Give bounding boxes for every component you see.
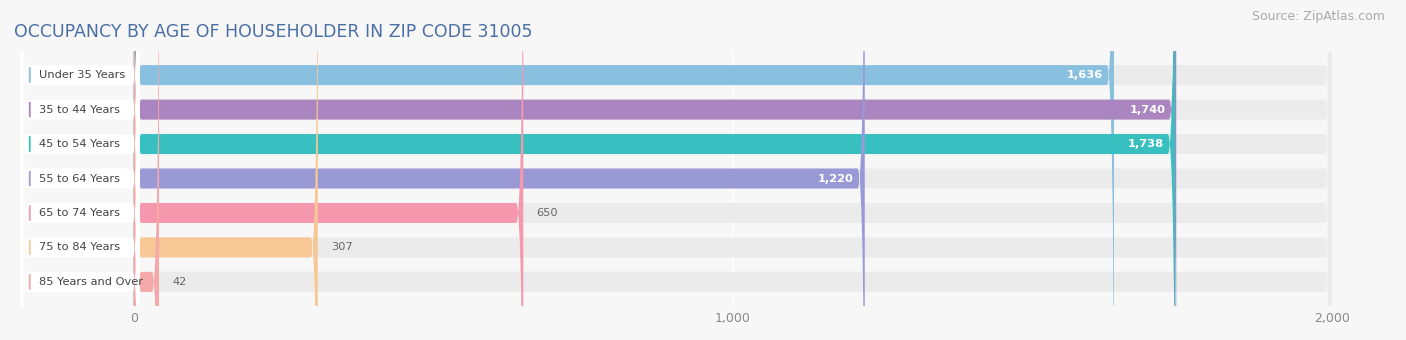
FancyBboxPatch shape — [20, 0, 139, 340]
Text: 55 to 64 Years: 55 to 64 Years — [39, 173, 121, 184]
FancyBboxPatch shape — [134, 0, 1177, 340]
FancyBboxPatch shape — [134, 0, 1331, 340]
Text: 307: 307 — [330, 242, 353, 252]
Text: 65 to 74 Years: 65 to 74 Years — [39, 208, 121, 218]
FancyBboxPatch shape — [134, 0, 1331, 340]
Text: 1,220: 1,220 — [818, 173, 853, 184]
FancyBboxPatch shape — [134, 0, 1331, 340]
FancyBboxPatch shape — [134, 0, 1114, 340]
Text: 85 Years and Over: 85 Years and Over — [39, 277, 143, 287]
FancyBboxPatch shape — [20, 0, 139, 340]
FancyBboxPatch shape — [134, 0, 318, 340]
Text: 650: 650 — [537, 208, 558, 218]
FancyBboxPatch shape — [20, 0, 139, 340]
Text: 35 to 44 Years: 35 to 44 Years — [39, 105, 121, 115]
Text: Source: ZipAtlas.com: Source: ZipAtlas.com — [1251, 10, 1385, 23]
FancyBboxPatch shape — [134, 0, 523, 340]
FancyBboxPatch shape — [20, 0, 139, 340]
FancyBboxPatch shape — [134, 0, 1331, 340]
FancyBboxPatch shape — [20, 0, 139, 340]
Text: Under 35 Years: Under 35 Years — [39, 70, 125, 80]
FancyBboxPatch shape — [134, 0, 1331, 340]
Text: 42: 42 — [172, 277, 187, 287]
Text: 75 to 84 Years: 75 to 84 Years — [39, 242, 121, 252]
FancyBboxPatch shape — [134, 0, 1331, 340]
Text: 45 to 54 Years: 45 to 54 Years — [39, 139, 121, 149]
FancyBboxPatch shape — [134, 0, 159, 340]
FancyBboxPatch shape — [20, 0, 139, 340]
Text: 1,636: 1,636 — [1067, 70, 1104, 80]
FancyBboxPatch shape — [134, 0, 1175, 340]
Text: 1,738: 1,738 — [1128, 139, 1164, 149]
Text: OCCUPANCY BY AGE OF HOUSEHOLDER IN ZIP CODE 31005: OCCUPANCY BY AGE OF HOUSEHOLDER IN ZIP C… — [14, 23, 533, 41]
FancyBboxPatch shape — [20, 0, 139, 340]
FancyBboxPatch shape — [134, 0, 865, 340]
Text: 1,740: 1,740 — [1129, 105, 1166, 115]
FancyBboxPatch shape — [134, 0, 1331, 340]
